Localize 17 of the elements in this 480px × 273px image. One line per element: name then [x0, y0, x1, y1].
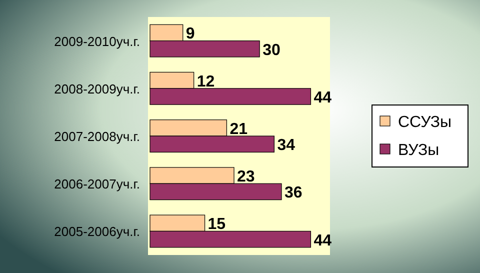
data-label: 21 — [230, 120, 248, 138]
data-label: 30 — [262, 42, 280, 59]
y-tick-label: 2009-2010уч.г. — [54, 34, 140, 49]
data-label: 34 — [277, 137, 296, 154]
data-label: 36 — [284, 184, 302, 202]
legend-label: ССУЗы — [398, 114, 452, 131]
data-label: 12 — [196, 73, 215, 90]
y-tick-label: 2008-2009уч.г. — [54, 81, 140, 96]
data-label: 9 — [186, 26, 195, 43]
data-label: 23 — [237, 168, 255, 186]
y-tick-label: 2007-2008уч.г. — [54, 129, 140, 144]
y-tick-label: 2005-2006уч.г. — [54, 224, 140, 240]
data-label: 44 — [314, 89, 332, 106]
y-tick-label: 2006-2007уч.г. — [54, 176, 140, 192]
data-label: 44 — [314, 232, 332, 250]
legend-label: ВУЗы — [398, 142, 440, 159]
data-label: 15 — [208, 216, 226, 234]
